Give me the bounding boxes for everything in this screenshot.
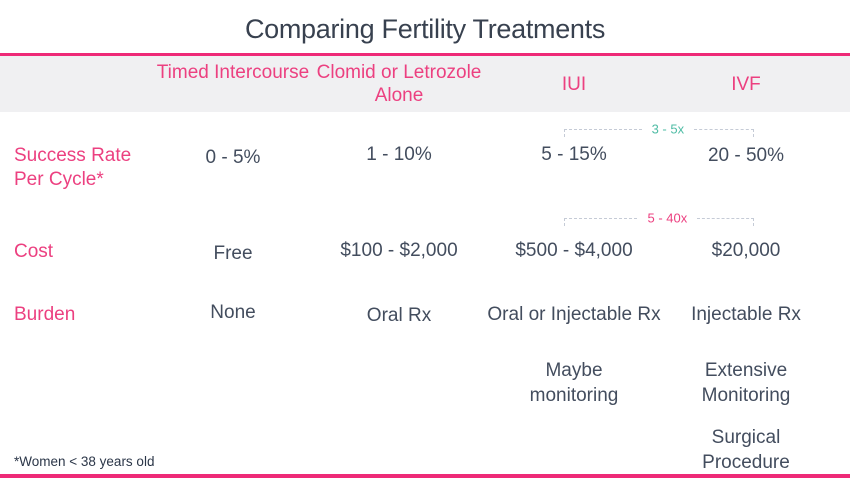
row-label-burden: Burden xyxy=(14,304,76,325)
value-cost-ivf: $20,000 xyxy=(711,240,781,261)
value-burden-iui-monitoring: Maybe monitoring xyxy=(529,360,619,406)
bottom-divider xyxy=(0,474,850,478)
top-divider xyxy=(0,53,850,56)
column-header-band: Timed Intercourse Clomid or Letrozole Al… xyxy=(0,56,850,112)
value-burden-clomid: Oral Rx xyxy=(366,305,432,326)
value-cost-clomid: $100 - $2,000 xyxy=(340,240,458,261)
row-label-success-rate-line2: Per Cycle* xyxy=(14,169,104,190)
row-label-success-rate-line1: Success Rate xyxy=(14,145,132,166)
value-burden-timed: None xyxy=(210,302,256,323)
row-label-cost: Cost xyxy=(14,241,54,262)
value-success-iui: 5 - 15% xyxy=(541,144,607,165)
row-label-success-rate: Success Rate Per Cycle* xyxy=(14,144,131,192)
value-burden-iui-rx: Oral or Injectable Rx xyxy=(487,304,661,325)
bracket-arm-right xyxy=(694,129,754,137)
value-cost-iui: $500 - $4,000 xyxy=(515,240,633,261)
value-success-ivf: 20 - 50% xyxy=(707,145,785,166)
value-success-clomid: 1 - 10% xyxy=(366,144,432,165)
footnote: *Women < 38 years old xyxy=(14,454,155,469)
page-title: Comparing Fertility Treatments xyxy=(244,14,606,44)
cost-multiplier-label: 5 - 40x xyxy=(647,210,688,226)
column-header-timed-intercourse: Timed Intercourse xyxy=(156,62,310,83)
value-burden-ivf-rx: Injectable Rx xyxy=(691,304,801,325)
bracket-arm-left xyxy=(564,129,642,137)
value-burden-ivf-surgery: Surgical Procedure xyxy=(702,427,790,473)
success-multiplier-label: 3 - 5x xyxy=(651,121,685,137)
value-success-timed: 0 - 5% xyxy=(205,147,261,168)
value-cost-timed: Free xyxy=(213,243,253,264)
column-header-clomid-letrozole: Clomid or Letrozole Alone xyxy=(316,62,482,106)
cost-multiplier-bracket: 5 - 40x xyxy=(564,212,754,231)
column-header-ivf: IVF xyxy=(731,74,761,95)
bracket-arm-right xyxy=(697,218,754,226)
bracket-arm-left xyxy=(564,218,638,226)
success-multiplier-bracket: 3 - 5x xyxy=(564,123,754,142)
value-burden-ivf-monitoring: Extensive Monitoring xyxy=(701,360,791,406)
column-header-iui: IUI xyxy=(561,74,587,95)
